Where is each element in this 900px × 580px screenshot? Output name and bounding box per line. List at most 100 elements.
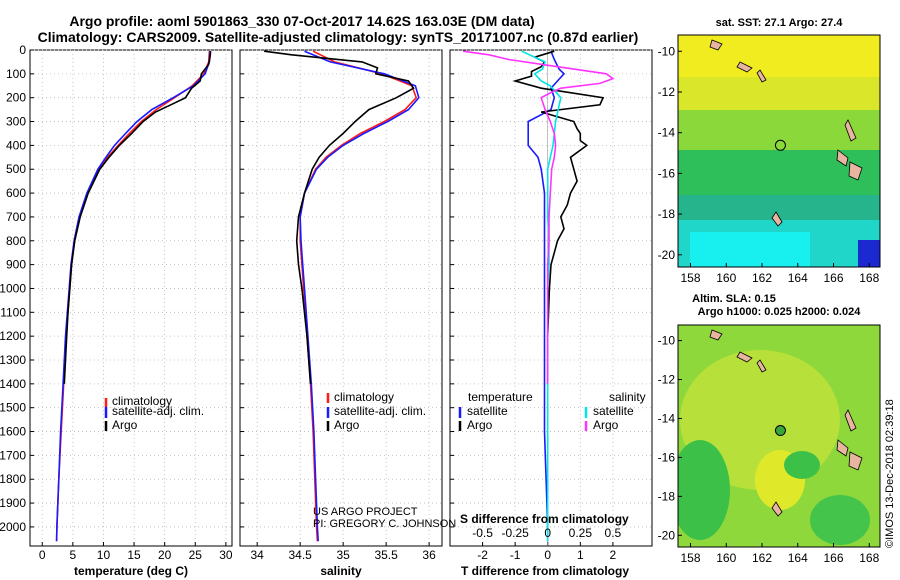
x-tick-label: 35 — [336, 548, 350, 562]
salinity-grid — [240, 49, 442, 546]
map-lat-label: -14 — [658, 126, 676, 140]
x-tick-label: 34 — [251, 548, 265, 562]
pressure-tick-label: 1900 — [0, 496, 26, 510]
x-tick-label: 15 — [127, 548, 141, 562]
x-tick-label: 10 — [97, 548, 111, 562]
t-difference-x-label: T difference from climatology — [461, 564, 629, 578]
sst-map-frame — [677, 34, 881, 268]
legend-heading-temperature: temperature — [468, 390, 533, 404]
legend-s-argo: Argo — [593, 418, 619, 432]
series-satellite-adj-clim- — [55, 51, 211, 542]
legend-argo: Argo — [112, 418, 138, 432]
map-lon-label: 166 — [824, 551, 844, 565]
salinity-panel-frame — [239, 49, 443, 547]
sla-map-ticks: 158 160 162 164 166 168 -10 -12 -14 -16 -18 -20 — [658, 334, 880, 565]
salinity-legend: climatology satellite-adj. clim. Argo — [326, 390, 426, 432]
sla-low-south — [810, 495, 870, 545]
s-x-tick-label: 0.25 — [569, 526, 593, 540]
sst-coldest-patch — [690, 232, 810, 267]
series-argo — [263, 50, 415, 384]
difference-x-ticks: -2 -1 0 1 2 — [477, 548, 616, 562]
s-difference-x-label: S difference from climatology — [460, 512, 629, 526]
sst-mid-band — [678, 110, 880, 150]
sla-map-frame — [677, 324, 881, 548]
pressure-tick-label: 300 — [6, 115, 26, 129]
salinity-x-label: salinity — [320, 564, 362, 578]
x-tick-label: 35.5 — [374, 548, 398, 562]
map-lon-label: 158 — [680, 271, 700, 285]
series-temperature-satellite — [527, 50, 566, 542]
imos-credit: ©IMOS 13-Dec-2018 02:39:18 — [884, 399, 896, 548]
map-lat-label: -14 — [658, 411, 676, 425]
sst-map-ticks: 158 160 162 164 166 168 -10 -12 -14 -16 -18 -20 — [658, 44, 880, 285]
legend-climatology: climatology — [334, 390, 394, 404]
sla-land — [709, 329, 863, 517]
salinity-x-ticks: 34 34.5 35 35.5 36 — [251, 548, 437, 562]
temperature-x-ticks: 0 5 10 15 20 25 30 — [39, 548, 233, 562]
legend-t-satellite: satellite — [467, 404, 508, 418]
pressure-tick-label: 1800 — [0, 472, 26, 486]
map-lat-label: -16 — [658, 450, 676, 464]
s-x-tick-label: 0 — [544, 526, 551, 540]
sla-map-field — [678, 325, 880, 547]
pressure-tick-label: 900 — [6, 258, 26, 272]
sst-warmest-band — [678, 35, 880, 77]
pressure-tick-label: 400 — [6, 138, 26, 152]
s-x-tick-label: 0.5 — [605, 526, 622, 540]
series-salinity-argo — [462, 50, 615, 384]
sst-missing-patch — [858, 240, 880, 267]
sla-map-title1: Altim. SLA: 0.15 — [692, 293, 776, 305]
credit-pi: PI: GREGORY C. JOHNSON — [313, 518, 456, 530]
map-lat-label: -20 — [658, 528, 676, 542]
pressure-tick-label: 1200 — [0, 329, 26, 343]
map-lat-label: -10 — [658, 334, 676, 348]
series-temperature-argo — [512, 50, 605, 384]
map-lat-label: -12 — [658, 85, 676, 99]
x-tick-label: 30 — [219, 548, 233, 562]
figure-title-line1: Argo profile: aoml 5901863_330 07-Oct-20… — [69, 13, 534, 29]
map-lon-label: 160 — [716, 271, 736, 285]
credit-project: US ARGO PROJECT — [313, 506, 418, 518]
legend-s-satellite: satellite — [593, 404, 634, 418]
legend-climatology: climatology — [112, 394, 172, 408]
legend-satellite-adj: satellite-adj. clim. — [334, 404, 426, 418]
s-x-tick-label: -0.25 — [501, 526, 529, 540]
sla-map: Altim. SLA: 0.15 Argo h1000: 0.025 h2000… — [658, 293, 881, 565]
map-lon-label: 168 — [859, 271, 879, 285]
temperature-grid — [30, 49, 232, 546]
sla-profile-location — [774, 425, 786, 437]
map-lat-label: -16 — [658, 166, 676, 180]
difference-panel: -2 -1 0 1 2 -0.5 -0.25 0 0.25 0.5 S difference f… — [449, 49, 653, 578]
map-lat-label: -10 — [658, 44, 676, 58]
sst-map-title: sat. SST: 27.1 Argo: 27.4 — [716, 17, 844, 29]
pressure-tick-label: 0 — [19, 43, 26, 57]
map-lat-label: -20 — [658, 248, 676, 262]
sst-cooler-band — [678, 195, 880, 220]
pressure-tick-label: 500 — [6, 162, 26, 176]
x-tick-label: 0 — [39, 548, 46, 562]
sla-low-center — [784, 451, 820, 479]
difference-x2-ticks: -0.5 -0.25 0 0.25 0.5 — [472, 526, 621, 540]
map-lon-label: 166 — [824, 271, 844, 285]
temperature-legend: climatology satellite-adj. clim. Argo — [104, 394, 204, 432]
x-tick-label: 25 — [189, 548, 203, 562]
legend-t-argo: Argo — [467, 418, 493, 432]
temperature-lines — [55, 51, 212, 542]
pressure-tick-label: 100 — [6, 67, 26, 81]
x-tick-label: 20 — [158, 548, 172, 562]
x-tick-label: 0 — [544, 548, 551, 562]
map-lon-label: 158 — [680, 551, 700, 565]
pressure-tick-label: 600 — [6, 186, 26, 200]
series-climatology — [299, 50, 418, 542]
map-lon-label: 162 — [752, 271, 772, 285]
temperature-panel: 0 5 10 15 20 25 30 temperature (deg C) climato… — [29, 49, 233, 578]
sla-map-title2: Argo h1000: 0.025 h2000: 0.024 — [698, 306, 862, 318]
map-lat-label: -18 — [658, 489, 676, 503]
series-satellite-adj-clim- — [299, 50, 420, 542]
legend-heading-salinity: salinity — [609, 390, 646, 404]
pressure-tick-label: 1600 — [0, 425, 26, 439]
pressure-tick-label: 1500 — [0, 401, 26, 415]
x-tick-label: 2 — [610, 548, 617, 562]
map-lat-label: -18 — [658, 207, 676, 221]
map-lon-label: 164 — [788, 551, 808, 565]
